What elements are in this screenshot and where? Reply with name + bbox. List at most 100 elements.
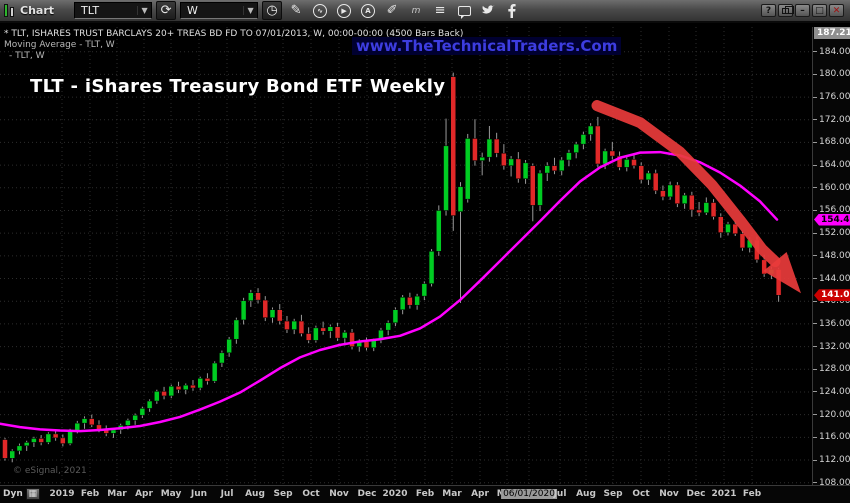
chart-header-symbol-info: * TLT, ISHARES TRUST BARCLAYS 20+ TREAS … bbox=[4, 29, 464, 39]
time-tick-label: Mar bbox=[442, 489, 462, 499]
restore-button[interactable] bbox=[778, 4, 794, 17]
symbol-value: TLT bbox=[81, 4, 100, 17]
time-tick-label: 2020 bbox=[382, 489, 408, 499]
price-tick-label: 128.00 bbox=[813, 363, 850, 375]
time-cursor-label: 06/01/2020 bbox=[501, 489, 557, 499]
play-circle-icon: ▶ bbox=[337, 3, 352, 18]
interval-value: W bbox=[187, 4, 198, 17]
window-titlebar: Chart TLT ▼ ⟳ W ▼ ◷ ✎ ∿ ▶ A ✐ m ≡ ? bbox=[0, 0, 850, 23]
time-tick-label: Dec bbox=[686, 489, 706, 499]
minimize-button[interactable]: – bbox=[795, 4, 810, 17]
window-controls: ? – □ ✕ bbox=[761, 4, 846, 17]
time-tick-label: Apr bbox=[471, 489, 489, 499]
price-tick-label: 172.00 bbox=[813, 114, 850, 126]
chart-annotation-title: TLT - iShares Treasury Bond ETF Weekly bbox=[30, 76, 446, 97]
candlestick-chart[interactable] bbox=[0, 27, 812, 485]
mode-button[interactable]: m bbox=[406, 1, 426, 20]
time-tick-label: Oct bbox=[632, 489, 650, 499]
time-tick-label: Feb bbox=[415, 489, 435, 499]
price-axis[interactable]: 187.21 154.40 141.05 184.00 180.00 176.00 1… bbox=[812, 27, 850, 488]
price-tick-label: 124.00 bbox=[813, 386, 850, 398]
moving-average-price-tag: 154.40 bbox=[814, 213, 850, 226]
eraser-icon: ✐ bbox=[386, 3, 398, 18]
price-tick-label: 136.00 bbox=[813, 318, 850, 330]
price-tick-label: 132.00 bbox=[813, 341, 850, 353]
chart-window-icon bbox=[4, 4, 14, 17]
price-tick-label: 164.00 bbox=[813, 159, 850, 171]
time-interval-button[interactable]: ◷ bbox=[262, 1, 283, 20]
maximize-button[interactable]: □ bbox=[812, 4, 827, 17]
price-tick-label: 116.00 bbox=[813, 431, 850, 443]
time-tick-label: Nov bbox=[659, 489, 679, 499]
time-tick-label: Oct bbox=[302, 489, 320, 499]
interval-dropdown-arrow[interactable]: ▼ bbox=[243, 6, 257, 15]
symbol-sync-button[interactable]: ⟳ bbox=[156, 1, 177, 20]
time-tick-label: Jul bbox=[553, 489, 567, 499]
replay-button[interactable]: ▶ bbox=[334, 1, 354, 20]
price-tick-label: 148.00 bbox=[813, 250, 850, 262]
facebook-share-button[interactable] bbox=[502, 1, 522, 20]
chat-button[interactable] bbox=[454, 1, 474, 20]
time-tick-label: May bbox=[160, 489, 182, 499]
time-tick-label: Jun bbox=[190, 489, 208, 499]
twitter-share-button[interactable] bbox=[478, 1, 498, 20]
price-tick-label: 112.00 bbox=[813, 454, 850, 466]
time-tick-label: Jul bbox=[220, 489, 234, 499]
price-tick-label: 156.00 bbox=[813, 204, 850, 216]
list-icon: ≡ bbox=[434, 3, 446, 18]
time-tick-label: 2019 bbox=[49, 489, 75, 499]
price-tick-label: 180.00 bbox=[813, 68, 850, 80]
time-tick-label: Apr bbox=[135, 489, 153, 499]
price-tick-label: 108.00 bbox=[813, 477, 850, 489]
time-tick-label: Nov bbox=[329, 489, 349, 499]
facebook-icon bbox=[508, 3, 516, 18]
esignal-copyright: © eSignal, 2021 bbox=[13, 466, 87, 476]
session-high-price-tag: 187.21 bbox=[814, 27, 850, 40]
twitter-icon bbox=[481, 4, 495, 14]
price-tick-label: 160.00 bbox=[813, 182, 850, 194]
sync-icon: ⟳ bbox=[160, 3, 172, 18]
timeframe-grid-button[interactable]: ▦ bbox=[25, 488, 40, 500]
interval-combo[interactable]: W ▼ bbox=[180, 2, 259, 19]
price-tick-label: 120.00 bbox=[813, 409, 850, 421]
price-tick-label: 152.00 bbox=[813, 227, 850, 239]
wave-circle-icon: ∿ bbox=[313, 3, 328, 18]
dyn-label: Dyn bbox=[3, 489, 23, 499]
time-tick-label: Sep bbox=[273, 489, 293, 499]
symbol-combo[interactable]: TLT ▼ bbox=[74, 2, 153, 19]
chart-header-series: - TLT, W bbox=[9, 51, 45, 61]
m-icon: m bbox=[411, 5, 421, 16]
chat-bubble-icon bbox=[457, 5, 471, 19]
draw-tool-button[interactable]: ✎ bbox=[286, 1, 306, 20]
time-tick-label: Feb bbox=[742, 489, 762, 499]
help-button[interactable]: ? bbox=[761, 4, 776, 17]
symbol-dropdown-arrow[interactable]: ▼ bbox=[137, 6, 151, 15]
website-watermark: www.TheTechnicalTraders.Com bbox=[352, 37, 622, 55]
watchlist-button[interactable]: ≡ bbox=[430, 1, 450, 20]
price-tick-label: 184.00 bbox=[813, 46, 850, 58]
restore-icon bbox=[782, 5, 794, 14]
time-axis[interactable]: Dyn ▦ 2019 Feb Mar Apr May Jun Jul Aug Sep Oct Nov… bbox=[0, 485, 850, 503]
annotation-button[interactable]: A bbox=[358, 1, 378, 20]
dyn-control: Dyn ▦ bbox=[3, 488, 40, 500]
time-tick-label: 2021 bbox=[711, 489, 737, 499]
time-tick-label: Dec bbox=[357, 489, 377, 499]
grid-icon: ▦ bbox=[28, 489, 37, 499]
chart-header-ma-study: Moving Average - TLT, W bbox=[4, 40, 115, 50]
time-tick-label: Aug bbox=[245, 489, 265, 499]
last-price-tag: 141.05 bbox=[814, 289, 850, 302]
pencil-icon: ✎ bbox=[290, 3, 302, 18]
time-tick-label: Mar bbox=[107, 489, 127, 499]
price-tick-label: 168.00 bbox=[813, 136, 850, 148]
clock-icon: ◷ bbox=[266, 3, 278, 18]
close-button[interactable]: ✕ bbox=[829, 4, 844, 17]
eraser-button[interactable]: ✐ bbox=[382, 1, 402, 20]
letter-a-circle-icon: A bbox=[361, 3, 376, 18]
price-tick-label: 144.00 bbox=[813, 273, 850, 285]
time-tick-label: Feb bbox=[80, 489, 100, 499]
window-title: Chart bbox=[20, 4, 55, 17]
time-tick-label: Sep bbox=[603, 489, 623, 499]
price-tick-label: 176.00 bbox=[813, 91, 850, 103]
studies-button[interactable]: ∿ bbox=[310, 1, 330, 20]
